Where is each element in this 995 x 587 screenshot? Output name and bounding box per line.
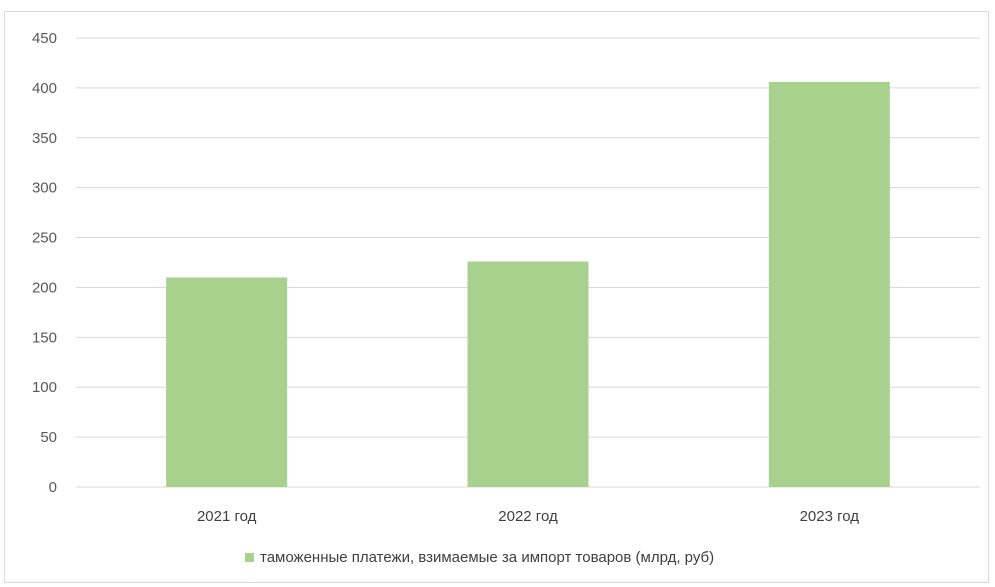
y-tick-label: 350: [32, 130, 57, 147]
y-tick-label: 400: [32, 80, 57, 97]
x-category-label: 2022 год: [498, 508, 558, 525]
bar-3: [768, 81, 890, 487]
y-tick-label: 300: [32, 180, 57, 197]
legend-label: таможенные платежи, взимаемые за импорт …: [260, 549, 714, 566]
x-axis-category-labels: 2021 год 2022 год 2023 год: [197, 508, 859, 525]
y-tick-label: 200: [32, 279, 57, 296]
y-tick-label: 250: [32, 230, 57, 247]
y-tick-label: 150: [32, 329, 57, 346]
bars: [166, 81, 890, 487]
legend-swatch: [245, 553, 254, 562]
y-tick-label: 100: [32, 379, 57, 396]
y-axis-tick-labels: 0 50 100 150 200 250 300 350 400 450: [32, 30, 57, 496]
y-tick-label: 0: [49, 479, 57, 496]
legend: таможенные платежи, взимаемые за импорт …: [245, 549, 714, 566]
bar-2: [467, 261, 589, 487]
x-category-label: 2021 год: [197, 508, 257, 525]
y-tick-label: 50: [40, 429, 57, 446]
bar-1: [166, 277, 288, 487]
x-category-label: 2023 год: [800, 508, 860, 525]
y-tick-label: 450: [32, 30, 57, 47]
